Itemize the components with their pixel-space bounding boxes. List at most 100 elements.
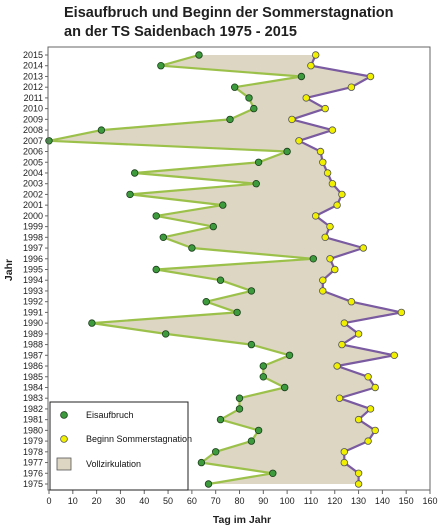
sommerstagnation-point-1976: [354, 469, 363, 477]
sommerstagnation-point-2004: [323, 169, 332, 177]
sommerstagnation-point-1984: [371, 383, 379, 392]
y-tick-label-1997: 1997: [23, 243, 43, 253]
eisaufbruch-point-1983: [235, 394, 244, 402]
sommerstagnation-point-1993: [319, 287, 327, 295]
y-tick-label-2012: 2012: [23, 82, 43, 92]
x-tick-label-160: 160: [422, 496, 437, 506]
y-tick-label-1985: 1985: [23, 372, 43, 382]
y-tick-label-2010: 2010: [23, 104, 43, 114]
eisaufbruch-point-1980: [254, 426, 263, 435]
x-tick-label-80: 80: [234, 496, 244, 506]
eisaufbruch-point-2009: [226, 115, 234, 124]
eisaufbruch-point-1975: [204, 480, 213, 488]
eisaufbruch-point-1994: [216, 276, 225, 284]
x-tick-label-10: 10: [68, 496, 78, 506]
sommerstagnation-point-1982: [366, 405, 375, 413]
sommerstagnation-point-1977: [340, 458, 348, 467]
eisaufbruch-point-1992: [202, 298, 210, 306]
y-tick-label-2015: 2015: [23, 50, 43, 60]
x-tick-label-110: 110: [304, 496, 318, 506]
x-tick-label-130: 130: [351, 496, 366, 506]
sommerstagnation-point-2001: [333, 201, 341, 209]
sommerstagnation-point-2012: [347, 83, 356, 91]
sommerstagnation-point-1981: [354, 415, 363, 424]
sommerstagnation-point-1996: [326, 255, 334, 263]
eisaufbruch-point-2015: [195, 51, 203, 59]
y-tick-label-2004: 2004: [23, 168, 43, 178]
sommerstagnation-point-2005: [319, 158, 327, 166]
eisaufbruch-point-1990: [88, 319, 96, 327]
legend: Eisaufbruch Beginn Sommerstagnation Voll…: [49, 401, 192, 491]
y-tick-label-2011: 2011: [24, 93, 43, 103]
x-tick-label-40: 40: [139, 496, 149, 506]
y-tick-label-2005: 2005: [23, 157, 43, 167]
y-tick-label-1996: 1996: [23, 254, 43, 264]
y-tick-label-1977: 1977: [23, 458, 43, 468]
y-tick-label-2009: 2009: [23, 114, 43, 124]
sommerstagnation-point-2008: [328, 126, 337, 134]
eisaufbruch-point-2011: [245, 94, 253, 102]
eisaufbruch-point-1996: [309, 255, 317, 263]
sommerstagnation-point-1975: [354, 480, 363, 488]
sommerstagnation-point-1995: [331, 265, 339, 274]
eisaufbruch-point-1977: [197, 458, 206, 467]
y-tick-label-1986: 1986: [23, 361, 43, 371]
y-tick-label-2001: 2001: [23, 200, 43, 210]
eisaufbruch-point-2000: [152, 212, 160, 220]
y-tick-label-2006: 2006: [23, 147, 43, 157]
x-tick-label-140: 140: [375, 496, 390, 506]
chart-title-line1: Eisaufbruch und Beginn der Sommerstagnat…: [64, 5, 394, 21]
sommerstagnation-point-1994: [319, 276, 327, 284]
eisaufbruch-point-2006: [283, 147, 291, 156]
eisaufbruch-point-2010: [250, 104, 258, 113]
sommerstagnation-point-2010: [321, 104, 329, 113]
eisaufbruch-point-2008: [97, 126, 106, 134]
y-tick-label-2007: 2007: [23, 136, 43, 146]
sommerstagnation-point-2009: [288, 115, 296, 124]
legend-sommerstagnation-label: Beginn Sommerstagnation: [86, 434, 192, 444]
x-tick-label-100: 100: [280, 496, 295, 506]
legend-vollzirkulation-label: Vollzirkulation: [86, 459, 141, 469]
y-tick-label-2008: 2008: [23, 125, 43, 135]
y-tick-label-2000: 2000: [23, 211, 43, 221]
y-tick-label-2014: 2014: [23, 61, 43, 71]
x-tick-label-60: 60: [187, 496, 197, 506]
y-tick-label-2013: 2013: [23, 71, 43, 81]
x-tick-label-70: 70: [211, 496, 221, 506]
eisaufbruch-point-2004: [130, 169, 139, 177]
y-tick-label-1995: 1995: [23, 265, 43, 275]
chart-title-line2: an der TS Saidenbach 1975 - 2015: [64, 24, 297, 40]
eisaufbruch-point-1982: [235, 405, 244, 413]
legend-sommerstagnation-marker: [60, 435, 68, 443]
sommerstagnation-point-2000: [312, 212, 320, 220]
y-tick-label-1978: 1978: [23, 447, 43, 457]
sommerstagnation-point-1991: [397, 308, 406, 317]
eisaufbruch-point-1995: [152, 265, 160, 274]
y-tick-label-1984: 1984: [23, 382, 43, 392]
x-tick-label-50: 50: [163, 496, 173, 506]
eisaufbruch-point-1993: [247, 287, 256, 295]
y-tick-label-1998: 1998: [23, 232, 43, 242]
x-tick-label-30: 30: [115, 496, 125, 506]
sommerstagnation-point-1992: [347, 298, 356, 306]
sommerstagnation-point-1988: [338, 340, 346, 349]
y-tick-label-1993: 1993: [23, 286, 43, 296]
sommerstagnation-point-1985: [364, 373, 372, 381]
eisaufbruch-point-2012: [230, 83, 239, 91]
sommerstagnation-point-1978: [340, 448, 348, 456]
y-tick-label-1979: 1979: [23, 436, 43, 446]
y-tick-label-2002: 2002: [23, 189, 43, 199]
x-tick-label-20: 20: [92, 496, 102, 506]
sommerstagnation-point-2011: [302, 94, 310, 102]
y-tick-label-1991: 1991: [23, 307, 43, 317]
sommerstagnation-point-2014: [307, 61, 315, 70]
eisaufbruch-point-1987: [285, 351, 294, 359]
y-tick-label-1980: 1980: [23, 425, 43, 435]
sommerstagnation-point-1979: [364, 437, 372, 445]
x-tick-label-90: 90: [258, 496, 268, 506]
sommerstagnation-point-2002: [338, 190, 346, 199]
eisaufbruch-point-1988: [247, 340, 256, 349]
legend-box: [49, 401, 189, 491]
y-tick-label-1976: 1976: [23, 468, 43, 478]
